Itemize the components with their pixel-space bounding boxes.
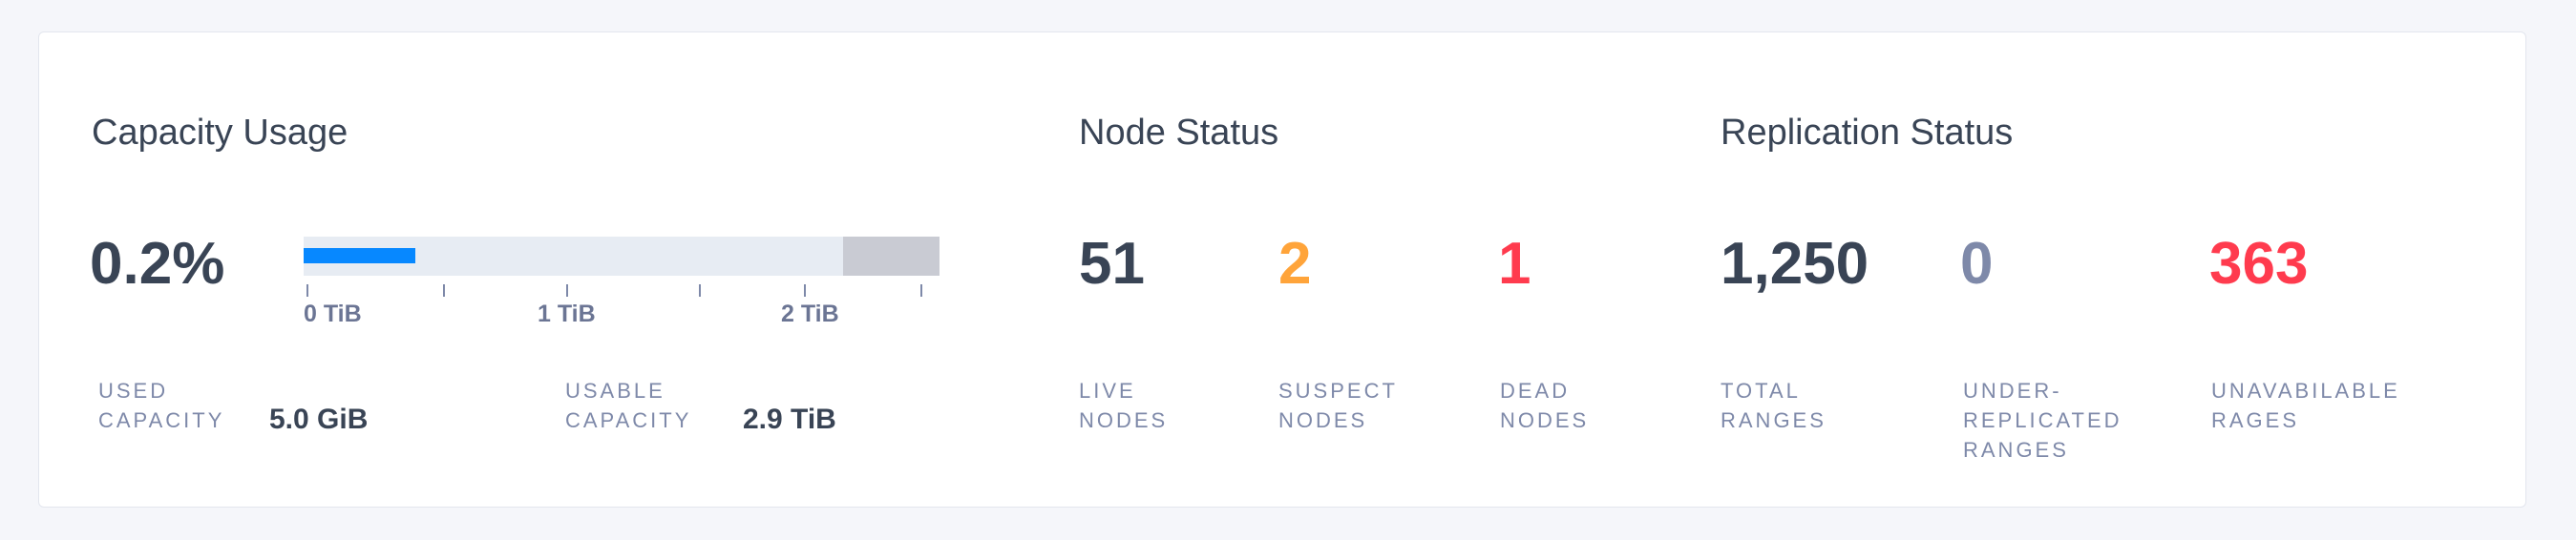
capacity-bar-reserved xyxy=(843,237,940,276)
dead-nodes-count: 1 xyxy=(1498,231,1531,297)
axis-label: 1 TiB xyxy=(538,301,596,327)
replication-status-title: Replication Status xyxy=(1721,113,2014,153)
axis-tick xyxy=(306,284,308,297)
capacity-percent: 0.2% xyxy=(90,231,225,297)
under-replicated-count: 0 xyxy=(1960,231,1994,297)
capacity-bar-used-fill xyxy=(304,248,415,263)
unavailable-ranges-label: UNAVABILABLE RAGES xyxy=(2211,379,2400,432)
total-ranges-label: TOTAL RANGES xyxy=(1721,379,1826,432)
axis-tick xyxy=(566,284,568,297)
suspect-nodes-count: 2 xyxy=(1278,231,1312,297)
node-status-title: Node Status xyxy=(1079,113,1279,153)
under-replicated-label: UNDER- REPLICATED RANGES xyxy=(1963,379,2122,462)
live-nodes-label: LIVE NODES xyxy=(1079,379,1169,432)
axis-tick xyxy=(804,284,806,297)
dead-nodes-label: DEAD NODES xyxy=(1500,379,1590,432)
capacity-usage-title: Capacity Usage xyxy=(92,113,348,153)
axis-label: 0 TiB xyxy=(304,301,362,327)
unavailable-ranges-count: 363 xyxy=(2209,231,2309,297)
axis-tick xyxy=(699,284,701,297)
usable-capacity-label: USABLE CAPACITY xyxy=(565,379,692,432)
axis-tick xyxy=(920,284,922,297)
axis-tick xyxy=(443,284,445,297)
axis-label: 2 TiB xyxy=(781,301,839,327)
live-nodes-count: 51 xyxy=(1079,231,1145,297)
total-ranges-count: 1,250 xyxy=(1721,231,1869,297)
used-capacity-label: USED CAPACITY xyxy=(98,379,225,432)
usable-capacity-value: 2.9 TiB xyxy=(743,404,836,435)
used-capacity-value: 5.0 GiB xyxy=(269,404,369,435)
capacity-bar xyxy=(304,237,940,276)
suspect-nodes-label: SUSPECT NODES xyxy=(1278,379,1398,432)
